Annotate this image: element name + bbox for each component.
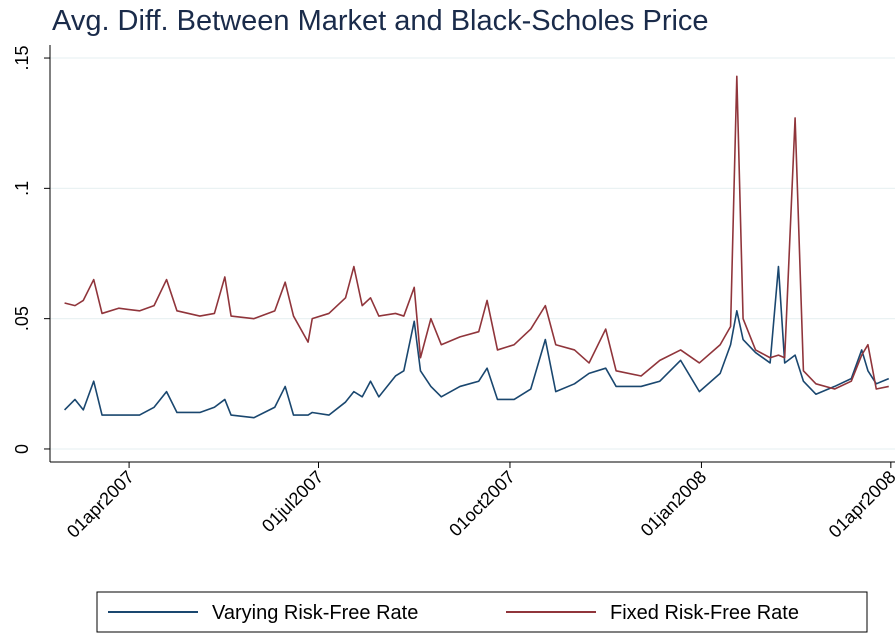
legend-box	[96, 591, 868, 633]
series-line	[64, 265, 890, 419]
y-tick-label: .15	[12, 46, 32, 71]
y-tick-label: .1	[12, 181, 32, 196]
legend-label: Varying Risk-Free Rate	[212, 602, 418, 624]
legend-label: Fixed Risk-Free Rate	[610, 602, 799, 624]
chart-title: Avg. Diff. Between Market and Black-Scho…	[52, 5, 709, 37]
series-line	[64, 75, 889, 390]
y-tick-label: 0	[12, 444, 32, 454]
y-tick-label: .05	[12, 306, 32, 331]
